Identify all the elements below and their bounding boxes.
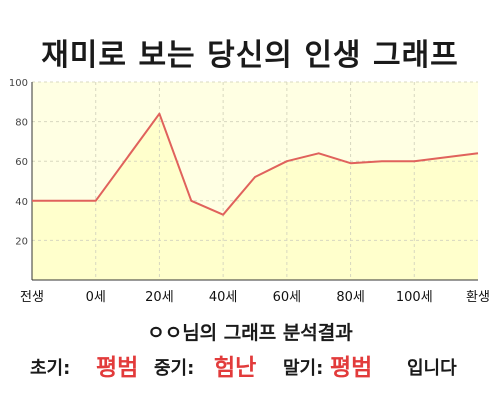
early-label: 초기: — [30, 358, 71, 379]
x-tick-label: 전생 — [20, 290, 44, 305]
ending-text: 입니다 — [407, 358, 457, 379]
y-tick-label: 80 — [15, 118, 28, 129]
x-tick-label: 100세 — [396, 290, 433, 305]
x-tick-label: 40세 — [209, 290, 238, 305]
life-series-line — [32, 112, 479, 216]
x-tick-label: 환생 — [466, 290, 490, 305]
x-tick-label: 0세 — [86, 290, 106, 305]
y-tick-label: 20 — [15, 236, 28, 247]
analysis-heading: ㅇㅇ님의 그래프 분석결과 — [147, 322, 353, 344]
x-tick-label: 60세 — [273, 290, 302, 305]
early-value: 평범 — [96, 355, 139, 381]
area-fill — [32, 113, 478, 280]
y-tick-label: 100 — [9, 78, 28, 89]
chart-title: 재미로 보는 당신의 인생 그래프 — [41, 38, 459, 73]
analysis-result-row: 초기: 평범 중기: 험난 말기: 평범 입니다 — [0, 344, 500, 384]
y-tick-label: 60 — [15, 157, 28, 168]
x-tick-label: 20세 — [145, 290, 174, 305]
y-tick-label: 40 — [15, 197, 28, 208]
x-tick-label: 80세 — [336, 290, 365, 305]
life-line-chart: 20 40 60 80 100 전생 0세 20세 40세 60세 80세 100세 환생 — [9, 78, 490, 305]
plot-area: 20 40 60 80 100 전생 0세 20세 40세 60세 80세 100세 환생 — [9, 78, 490, 305]
late-value: 평범 — [330, 355, 373, 381]
late-label: 말기: — [283, 358, 324, 379]
middle-label: 중기: — [154, 358, 195, 379]
middle-value: 험난 — [214, 355, 257, 381]
